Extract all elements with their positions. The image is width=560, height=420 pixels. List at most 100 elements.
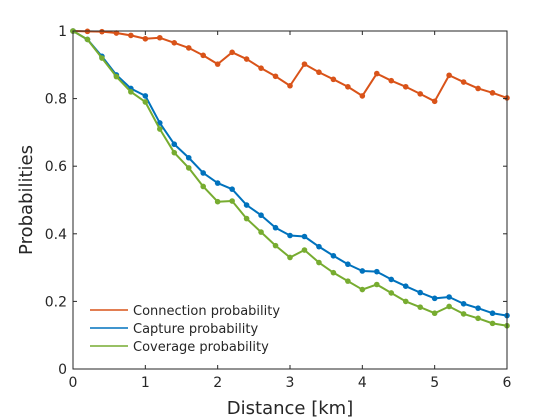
y-tick-label: 0.8 — [45, 92, 67, 108]
data-point — [272, 73, 279, 80]
x-tick-label: 0 — [69, 375, 78, 391]
data-point — [229, 198, 235, 204]
data-point — [475, 85, 481, 92]
data-point — [171, 141, 178, 148]
data-point — [330, 252, 337, 259]
data-point — [460, 300, 467, 307]
data-point — [200, 170, 206, 176]
x-tick-label: 1 — [141, 375, 150, 391]
data-point — [301, 247, 308, 253]
data-point — [142, 99, 149, 105]
data-point — [489, 320, 496, 327]
data-point — [489, 90, 496, 96]
data-point — [243, 202, 250, 208]
data-point — [185, 154, 192, 161]
x-tick-label: 6 — [503, 375, 512, 391]
data-point — [460, 79, 467, 85]
data-point — [374, 281, 380, 288]
data-point — [272, 242, 279, 249]
data-point — [171, 40, 178, 46]
data-point — [374, 70, 380, 77]
data-point — [489, 310, 496, 317]
data-point — [345, 278, 351, 284]
data-point — [200, 183, 206, 190]
data-point — [99, 28, 105, 35]
legend-label: Capture probability — [133, 322, 258, 337]
data-point — [142, 93, 149, 99]
data-point — [214, 180, 221, 186]
data-point — [287, 82, 293, 89]
data-point — [113, 30, 120, 36]
data-point — [243, 215, 250, 222]
data-point — [446, 72, 452, 79]
data-point — [316, 243, 322, 250]
data-point — [128, 32, 134, 39]
data-point — [258, 65, 264, 71]
data-point — [359, 286, 366, 293]
y-axis-label: Probabilities — [16, 145, 37, 255]
y-tick-label: 0.2 — [45, 294, 67, 310]
data-point — [157, 34, 163, 41]
data-point — [185, 165, 192, 171]
legend-label: Connection probability — [133, 304, 280, 319]
data-point — [301, 61, 308, 67]
data-point — [99, 55, 105, 61]
data-point — [402, 298, 409, 305]
data-point — [258, 212, 264, 219]
data-point — [359, 268, 366, 274]
data-point — [446, 294, 452, 300]
data-point — [214, 61, 221, 67]
y-tick-label: 0.4 — [45, 227, 67, 243]
data-point — [243, 56, 250, 62]
y-tick-label: 0.6 — [45, 159, 67, 175]
data-point — [84, 36, 91, 43]
legend: Connection probability Capture probabilit… — [90, 304, 280, 355]
data-point — [287, 254, 293, 261]
data-point — [345, 83, 351, 90]
data-point — [431, 310, 438, 317]
data-point — [330, 269, 337, 276]
data-point — [200, 52, 206, 59]
x-tick-label: 3 — [286, 375, 295, 391]
data-point — [258, 229, 264, 235]
data-point — [417, 91, 424, 97]
data-point — [330, 76, 337, 83]
data-point — [229, 186, 235, 192]
data-point — [388, 290, 395, 296]
data-point — [316, 259, 322, 266]
data-point — [417, 304, 424, 310]
x-tick-label: 5 — [430, 375, 439, 391]
data-point — [475, 315, 481, 322]
data-point — [402, 83, 409, 90]
data-point — [388, 77, 395, 84]
data-point — [113, 73, 120, 80]
data-point — [388, 276, 395, 283]
data-point — [316, 69, 322, 76]
data-point — [374, 268, 380, 275]
data-point — [272, 224, 279, 231]
data-point — [301, 233, 308, 240]
data-point — [431, 295, 438, 302]
data-point — [417, 289, 424, 296]
data-point — [402, 283, 409, 289]
data-point — [446, 303, 452, 310]
data-point — [185, 45, 192, 51]
data-point — [431, 98, 438, 105]
y-tick-label: 1 — [58, 24, 67, 40]
data-point — [345, 261, 351, 268]
data-point — [214, 198, 221, 205]
x-tick-label: 4 — [358, 375, 367, 391]
data-point — [229, 49, 235, 56]
x-tick-label: 2 — [213, 375, 222, 391]
ticks-layer: 0 1 2 3 4 5 6 0 0.2 0.4 0.6 0.8 1 — [45, 24, 512, 391]
data-point — [128, 89, 134, 95]
legend-label: Coverage probability — [133, 340, 269, 355]
data-point — [142, 35, 149, 42]
series-layer — [70, 28, 510, 329]
data-point — [359, 93, 366, 99]
data-point — [460, 311, 467, 317]
data-point — [171, 149, 178, 156]
x-axis-label: Distance [km] — [227, 398, 353, 419]
data-point — [157, 126, 163, 132]
